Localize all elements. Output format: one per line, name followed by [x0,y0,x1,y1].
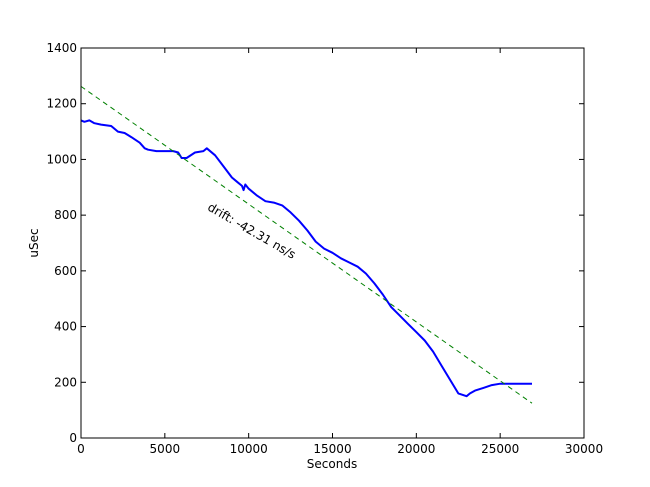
series-layer [80,85,533,404]
x-tick-label: 15000 [313,442,351,456]
y-tick-label: 400 [54,320,77,334]
x-tick-label: 20000 [397,442,435,456]
plot-area [81,48,584,438]
y-tick-label: 1000 [46,152,77,166]
y-tick-label: 800 [54,208,77,222]
y-tick-label: 600 [54,264,77,278]
y-tick-label: 200 [54,375,77,389]
y-tick-label: 1200 [46,97,77,111]
x-tick-label: 30000 [565,442,603,456]
y-tick-label: 0 [69,431,77,445]
x-tick-label: 0 [77,442,85,456]
drift-fit-line [80,85,533,404]
y-axis-label: uSec [27,228,41,257]
x-axis-label: Seconds [307,457,357,471]
offset-series-line [80,119,532,398]
x-tick-label: 25000 [481,442,519,456]
x-tick-label: 5000 [150,442,181,456]
tick-layer: 0 5000 10000 15000 20000 25000 30000 0 200 400 600… [46,41,603,456]
x-tick-label: 10000 [230,442,268,456]
y-tick-label: 1400 [46,41,77,55]
